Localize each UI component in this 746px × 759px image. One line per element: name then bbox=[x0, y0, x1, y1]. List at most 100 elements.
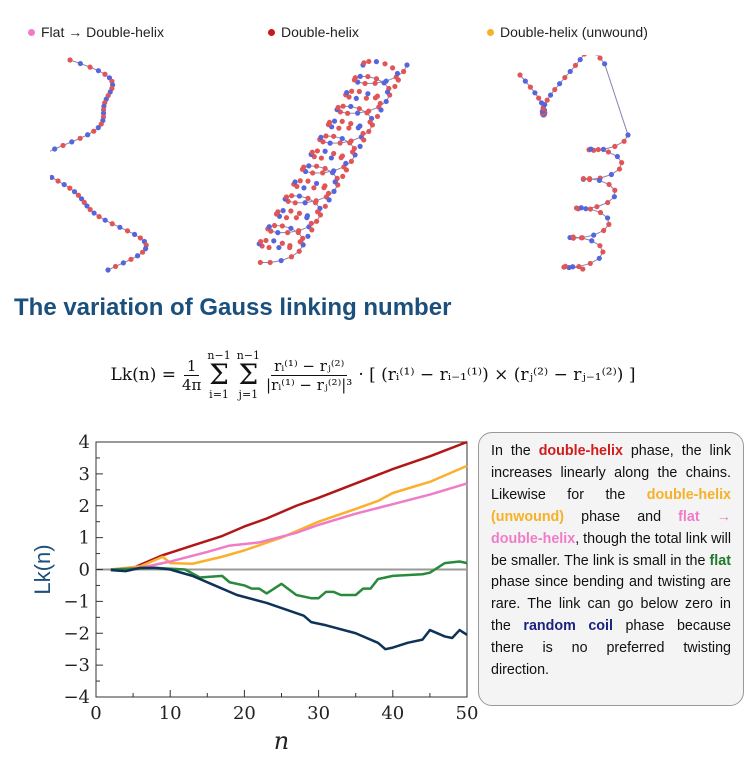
bead bbox=[552, 86, 558, 93]
molecule-flat-to-double-helix bbox=[50, 57, 149, 273]
bead bbox=[581, 55, 587, 57]
bead bbox=[381, 80, 387, 86]
bead bbox=[392, 83, 398, 90]
bead bbox=[323, 133, 329, 139]
bead bbox=[280, 208, 286, 214]
bead bbox=[608, 171, 614, 178]
bead bbox=[302, 200, 308, 206]
bead bbox=[595, 146, 601, 153]
bead bbox=[589, 238, 595, 244]
bead bbox=[356, 106, 362, 112]
bead bbox=[344, 110, 351, 116]
bead bbox=[263, 237, 269, 244]
x-tick-label: 30 bbox=[307, 703, 330, 724]
bead bbox=[100, 107, 107, 113]
bead bbox=[75, 192, 82, 198]
bead bbox=[619, 160, 625, 166]
bead bbox=[544, 97, 550, 103]
bead bbox=[301, 185, 307, 191]
legend-dot bbox=[487, 28, 494, 36]
sum-top: n−1 bbox=[207, 349, 231, 362]
bead bbox=[327, 140, 333, 146]
note-text: phase and bbox=[564, 508, 679, 525]
bead bbox=[394, 70, 401, 77]
bead bbox=[288, 254, 295, 260]
bead bbox=[313, 163, 320, 169]
bead bbox=[605, 199, 611, 206]
bead bbox=[71, 189, 78, 195]
legend-label: Double-helix (unwound) bbox=[500, 24, 648, 40]
bead bbox=[374, 113, 381, 120]
bead bbox=[77, 135, 83, 141]
x-tick-label: 20 bbox=[233, 703, 256, 724]
molecule-double-helix bbox=[256, 58, 410, 266]
bead bbox=[404, 62, 410, 68]
bead bbox=[353, 95, 359, 101]
series-line-flat-double-helix bbox=[110, 482, 468, 571]
bead bbox=[583, 206, 589, 212]
bead bbox=[322, 165, 328, 172]
bead bbox=[60, 142, 66, 149]
bead bbox=[315, 209, 321, 215]
bead bbox=[562, 263, 569, 270]
bead bbox=[580, 175, 587, 182]
bead bbox=[275, 230, 281, 236]
bead bbox=[318, 155, 325, 161]
bead bbox=[311, 185, 317, 191]
bead bbox=[78, 196, 85, 202]
bead bbox=[357, 73, 363, 79]
bead bbox=[279, 223, 285, 229]
coef-den: 4π bbox=[181, 375, 202, 394]
bead bbox=[605, 149, 612, 155]
bead bbox=[597, 243, 603, 249]
note-text: , though the total link will be smaller.… bbox=[491, 530, 731, 569]
bead bbox=[67, 57, 73, 63]
bead bbox=[306, 163, 312, 169]
x-tick-label: 0 bbox=[90, 703, 101, 724]
bead bbox=[320, 170, 326, 176]
bead bbox=[357, 143, 363, 149]
bead bbox=[364, 110, 370, 116]
bead bbox=[348, 158, 355, 164]
bead bbox=[527, 84, 533, 90]
molecule-double-helix-unwound bbox=[517, 55, 631, 272]
bead bbox=[67, 185, 73, 191]
bead bbox=[562, 74, 568, 81]
bead bbox=[340, 173, 346, 179]
bead bbox=[606, 221, 612, 227]
bead bbox=[395, 77, 401, 83]
bead bbox=[542, 102, 548, 108]
bead bbox=[578, 205, 584, 211]
bead bbox=[279, 240, 285, 246]
bead bbox=[355, 125, 361, 131]
bead bbox=[326, 197, 332, 203]
bead bbox=[367, 119, 373, 125]
bead bbox=[55, 178, 61, 184]
bead bbox=[337, 140, 343, 146]
bead bbox=[296, 248, 302, 254]
bead bbox=[339, 118, 345, 124]
bead bbox=[309, 149, 315, 155]
bead bbox=[602, 61, 608, 67]
bead bbox=[318, 134, 324, 140]
bead bbox=[304, 215, 310, 221]
bead bbox=[266, 244, 272, 251]
bead bbox=[69, 139, 75, 145]
bead bbox=[547, 92, 554, 98]
bead bbox=[296, 210, 303, 216]
sum-bottom: j=1 bbox=[238, 388, 259, 401]
bead bbox=[289, 193, 295, 199]
bead bbox=[373, 76, 380, 82]
coef-num: 1 bbox=[183, 357, 200, 376]
bead bbox=[314, 218, 320, 224]
bead bbox=[557, 81, 563, 87]
bead bbox=[329, 170, 336, 176]
bead bbox=[621, 138, 627, 144]
bead bbox=[52, 146, 58, 152]
bead bbox=[536, 95, 542, 101]
bead bbox=[577, 56, 583, 63]
bead bbox=[625, 132, 631, 138]
bead bbox=[296, 193, 303, 199]
